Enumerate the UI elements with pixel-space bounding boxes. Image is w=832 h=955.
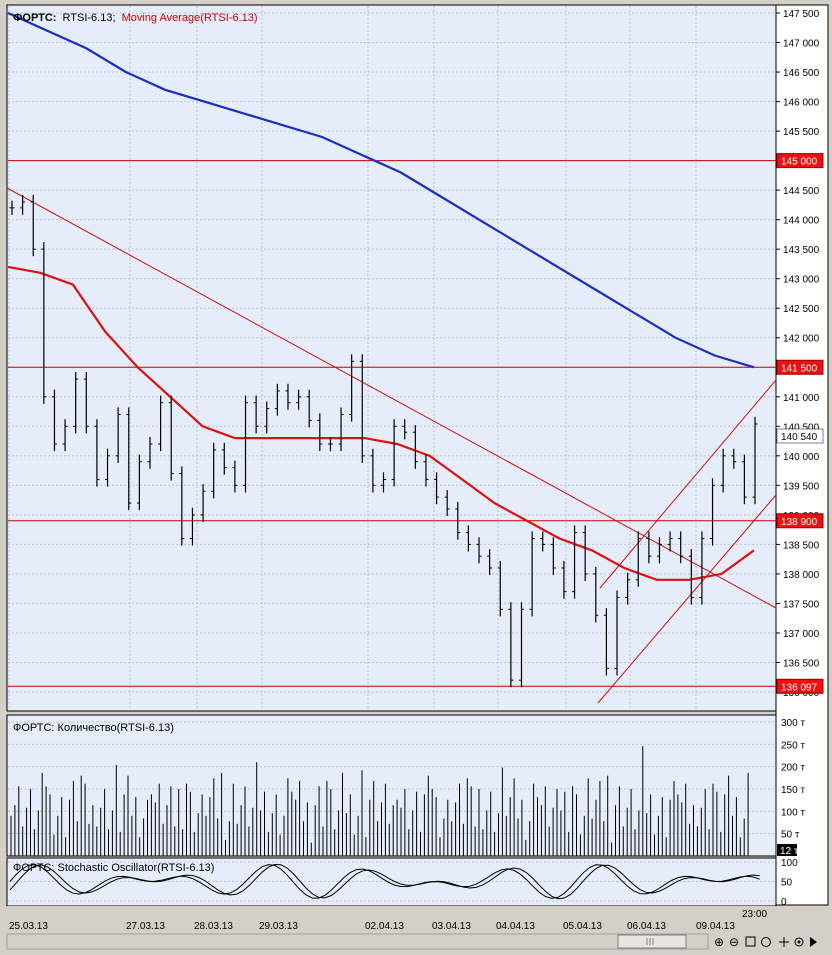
price-tick-label: 145 500: [783, 127, 820, 138]
volume-bars: [10, 746, 749, 856]
volume-panel-title: ФОРТС: Количество(RTSI-6.13): [13, 722, 174, 734]
time-tick-label: 06.04.13: [627, 921, 666, 932]
time-tick-label: 28.03.13: [194, 921, 233, 932]
time-tick-label: 27.03.13: [126, 921, 165, 932]
volume-last-marker: [777, 844, 797, 856]
price-tick-label: 141 000: [783, 393, 820, 404]
instrument-name: RTSI-6.13;: [63, 12, 116, 24]
volume-tick-label: 50 т: [781, 830, 800, 841]
zoom-out-icon[interactable]: ⊖: [729, 935, 739, 949]
price-tick-label: 147 000: [783, 39, 820, 50]
level-marker: [776, 153, 824, 169]
price-tick-label: 143 500: [783, 245, 820, 256]
volume-tick-label: 250 т: [781, 740, 805, 751]
stochastic-tick-label: 0: [781, 897, 787, 908]
last-price-marker: [776, 428, 824, 444]
time-tick-label: 25.03.13: [9, 921, 48, 932]
volume-tick-label: 200 т: [781, 763, 805, 774]
zoom-in-icon[interactable]: ⊕: [714, 935, 724, 949]
level-label: 136 097: [781, 682, 818, 693]
price-tick-label: 142 500: [783, 304, 820, 315]
price-tick-label: 146 500: [783, 68, 820, 79]
chart-toolbar: ⊕ ⊖: [714, 935, 817, 949]
level-marker: [776, 678, 824, 694]
scrollbar-thumb[interactable]: [617, 934, 687, 949]
price-tick-label: 136 500: [783, 658, 820, 669]
level-marker: [776, 513, 824, 529]
price-tick-label: 140 000: [783, 452, 820, 463]
move-icon[interactable]: [779, 937, 789, 947]
time-tick-label: 29.03.13: [259, 921, 298, 932]
volume-tick-labels: 300 т 250 т 200 т 150 т 100 т 50 т: [781, 718, 805, 841]
volume-tick-label: 100 т: [781, 807, 805, 818]
moving-average-line: [7, 265, 755, 581]
channel-lower-line[interactable]: [597, 494, 777, 704]
time-tick-label: 05.04.13: [563, 921, 602, 932]
main-grid: [8, 6, 776, 710]
refresh-icon[interactable]: [761, 937, 771, 947]
price-tick-label: 144 000: [783, 216, 820, 227]
price-tick-label: 139 500: [783, 481, 820, 492]
fit-icon[interactable]: [745, 936, 756, 947]
level-marker: [776, 359, 824, 375]
main-panel-title: ФОРТС: RTSI-6.13; Moving Average(RTSI-6.…: [13, 12, 258, 24]
stochastic-tick-label: 50: [781, 878, 793, 889]
price-tick-label: 142 000: [783, 334, 820, 345]
indicator-label: Moving Average(RTSI-6.13): [122, 12, 258, 24]
price-tick-label: 140 500: [783, 422, 820, 433]
price-tick-label: 138 500: [783, 540, 820, 551]
level-label: 145 000: [781, 157, 818, 168]
volume-panel[interactable]: [6, 714, 777, 857]
time-tick-label: 09.04.13: [696, 921, 735, 932]
volume-tick-label: 150 т: [781, 785, 805, 796]
level-price-labels: 145 000 141 500 138 900 136 097: [776, 153, 824, 694]
horizontal-levels: [8, 160, 776, 687]
price-tick-label: 138 000: [783, 570, 820, 581]
stochastic-panel-title: ФОРТС: Stochastic Oscillator(RTSI-6.13): [13, 862, 214, 874]
price-tick-label: 146 000: [783, 98, 820, 109]
horizontal-scrollbar[interactable]: [6, 933, 709, 950]
main-price-panel[interactable]: [6, 4, 777, 712]
level-label: 138 900: [781, 517, 818, 528]
price-tick-label: 143 000: [783, 275, 820, 286]
time-tick-label: 03.04.13: [432, 921, 471, 932]
channel-upper-line[interactable]: [599, 379, 777, 589]
stochastic-panel[interactable]: [6, 857, 777, 907]
stochastic-tick-labels: 100 50 0: [781, 858, 798, 908]
stochastic-grid: [8, 861, 776, 902]
time-tick-label: 04.04.13: [496, 921, 535, 932]
time-tick-label: 02.04.13: [365, 921, 404, 932]
volume-tick-label: 300 т: [781, 718, 805, 729]
last-price-label: 140 540: [781, 432, 818, 443]
time-corner-label: 23:00: [742, 909, 767, 920]
level-label: 141 500: [781, 363, 818, 374]
scroll-right-icon[interactable]: [810, 937, 817, 947]
settings-icon[interactable]: [794, 937, 804, 947]
stochastic-tick-label: 100: [781, 858, 798, 869]
time-axis: [7, 906, 828, 932]
instrument-label: ФОРТС:: [13, 12, 56, 24]
stochastic-d-line: [9, 863, 760, 900]
price-bars: [9, 194, 758, 688]
time-tick-labels: 25.03.13 27.03.13 28.03.13 29.03.13 02.04.13…: [9, 921, 735, 932]
price-tick-label: 137 500: [783, 599, 820, 610]
price-tick-label: 147 500: [783, 9, 820, 20]
volume-last-label: 12 т: [780, 846, 799, 857]
price-tick-label: 144 500: [783, 186, 820, 197]
price-tick-label: 137 000: [783, 629, 820, 640]
long-moving-average-line: [7, 11, 755, 369]
